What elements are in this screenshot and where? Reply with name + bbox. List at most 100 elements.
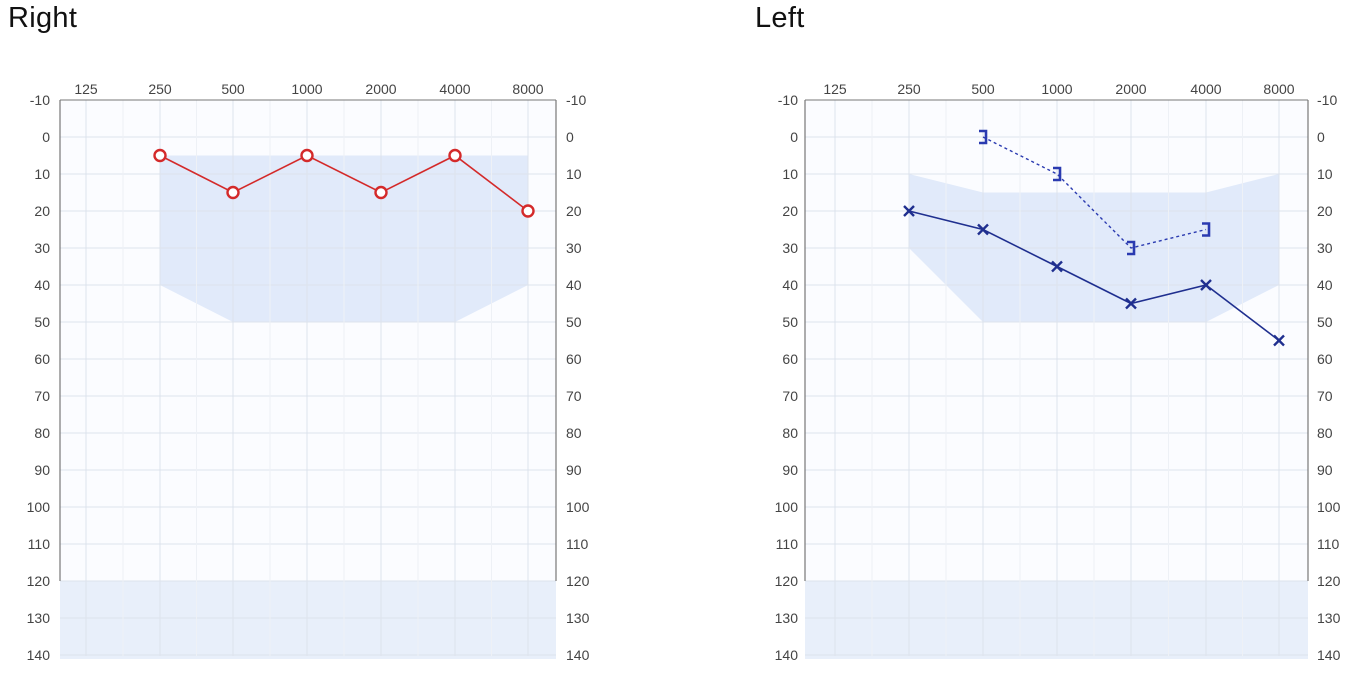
db-tick-label-right: 140: [566, 647, 590, 663]
db-tick-label-left: 120: [775, 573, 799, 589]
freq-tick-label: 2000: [1115, 81, 1146, 97]
db-tick-label-right: 100: [1317, 499, 1341, 515]
db-tick-label-right: 50: [1317, 314, 1333, 330]
freq-tick-label: 2000: [365, 81, 396, 97]
db-tick-label-right: 10: [1317, 166, 1333, 182]
db-tick-label-left: 40: [782, 277, 798, 293]
db-tick-label-right: 110: [1317, 536, 1340, 552]
freq-tick-label: 4000: [1190, 81, 1221, 97]
db-tick-label-right: 120: [566, 573, 590, 589]
freq-tick-label: 500: [971, 81, 995, 97]
freq-tick-label: 4000: [439, 81, 470, 97]
db-tick-label-right: 70: [1317, 388, 1333, 404]
db-tick-label-left: 130: [775, 610, 799, 626]
db-tick-label-right: 40: [566, 277, 582, 293]
left-ear-panel: 125 250 500 1000 2000 4000 8000 -10 -10 0 0 10 10 20 2…: [747, 0, 1361, 681]
db-tick-label-right: 110: [566, 536, 589, 552]
db-tick-label-right: 130: [566, 610, 590, 626]
db-tick-label-right: 60: [566, 351, 582, 367]
right-ear-panel: 125 250 500 1000 2000 4000 8000 -10 -10 0 0 10 10 20 2…: [0, 0, 660, 681]
right-audiogram-chart: 125 250 500 1000 2000 4000 8000 -10 -10 0 0 10 10 20 2…: [27, 81, 590, 663]
db-tick-label-left: 30: [34, 240, 50, 256]
data-point-circle: [153, 148, 167, 163]
db-tick-label-right: 80: [1317, 425, 1333, 441]
freq-tick-label: 250: [897, 81, 921, 97]
series-line: [159, 154, 529, 212]
left-ear-title: Left: [755, 2, 805, 34]
db-tick-label-left: -10: [778, 92, 798, 108]
freq-tick-label: 8000: [1263, 81, 1294, 97]
db-tick-label-right: -10: [566, 92, 586, 108]
db-tick-label-left: 110: [28, 536, 51, 552]
db-tick-label-left: 80: [34, 425, 50, 441]
db-tick-label-right: 10: [566, 166, 582, 182]
freq-tick-label: 8000: [512, 81, 543, 97]
db-tick-label-right: 100: [566, 499, 590, 515]
data-point-circle: [448, 148, 462, 163]
db-tick-label-right: 0: [1317, 129, 1325, 145]
right-ear-title: Right: [8, 2, 78, 34]
data-point-x: [1125, 297, 1137, 310]
db-tick-label-left: 130: [27, 610, 51, 626]
data-point-circle: [300, 148, 314, 163]
db-tick-label-left: 20: [782, 203, 798, 219]
data-point-x: [1273, 334, 1285, 347]
db-tick-label-left: 140: [27, 647, 51, 663]
data-point-bracket: [1127, 240, 1136, 256]
freq-tick-label: 250: [148, 81, 172, 97]
db-tick-label-left: 70: [782, 388, 798, 404]
db-tick-label-right: 30: [566, 240, 582, 256]
db-tick-label-left: 70: [34, 388, 50, 404]
db-tick-label-left: 20: [34, 203, 50, 219]
data-point-circle: [521, 204, 535, 218]
db-tick-label-right: 30: [1317, 240, 1333, 256]
db-tick-label-right: 20: [566, 203, 582, 219]
db-tick-label-right: 50: [566, 314, 582, 330]
db-tick-label-right: 90: [566, 462, 582, 478]
db-tick-label-left: 10: [34, 166, 50, 182]
db-tick-label-left: 80: [782, 425, 798, 441]
out-of-range-band: [60, 581, 556, 659]
db-tick-label-left: 100: [775, 499, 799, 515]
data-point-x: [1200, 279, 1212, 291]
db-tick-label-left: 90: [34, 462, 50, 478]
freq-tick-label: 125: [74, 81, 98, 97]
db-tick-label-right: 60: [1317, 351, 1333, 367]
db-tick-label-left: 30: [782, 240, 798, 256]
db-tick-label-right: 90: [1317, 462, 1333, 478]
db-tick-label-left: 100: [27, 499, 51, 515]
db-tick-label-left: 120: [27, 573, 51, 589]
freq-tick-label: 1000: [291, 81, 322, 97]
db-tick-label-left: 0: [790, 129, 798, 145]
db-tick-label-right: 20: [1317, 203, 1333, 219]
db-tick-label-left: 90: [782, 462, 798, 478]
db-tick-label-right: 80: [566, 425, 582, 441]
data-point-bracket: [1053, 166, 1062, 182]
db-tick-label-right: 120: [1317, 573, 1341, 589]
db-tick-label-right: -10: [1317, 92, 1337, 108]
data-point-bracket: [1202, 222, 1211, 237]
db-tick-label-left: 60: [782, 351, 798, 367]
db-tick-label-right: 140: [1317, 647, 1341, 663]
freq-tick-label: 1000: [1041, 81, 1072, 97]
data-point-circle: [374, 185, 388, 200]
db-tick-label-left: 50: [34, 314, 50, 330]
left-audiogram-chart: 125 250 500 1000 2000 4000 8000 -10 -10 0 0 10 10 20 2…: [775, 81, 1341, 663]
db-tick-label-left: 110: [776, 536, 799, 552]
freq-tick-label: 125: [823, 81, 847, 97]
data-point-x: [977, 223, 989, 236]
freq-tick-label: 500: [221, 81, 245, 97]
db-tick-label-right: 40: [1317, 277, 1333, 293]
data-point-x: [903, 205, 915, 217]
db-tick-label-right: 0: [566, 129, 574, 145]
data-point-circle: [226, 185, 240, 200]
series-line: [908, 210, 1280, 342]
db-tick-label-left: 140: [775, 647, 799, 663]
db-tick-label-left: -10: [30, 92, 50, 108]
db-tick-label-left: 10: [782, 166, 798, 182]
db-tick-label-left: 50: [782, 314, 798, 330]
db-tick-label-left: 40: [34, 277, 50, 293]
data-point-x: [1051, 260, 1063, 273]
db-tick-label-left: 0: [42, 129, 50, 145]
db-tick-label-right: 70: [566, 388, 582, 404]
